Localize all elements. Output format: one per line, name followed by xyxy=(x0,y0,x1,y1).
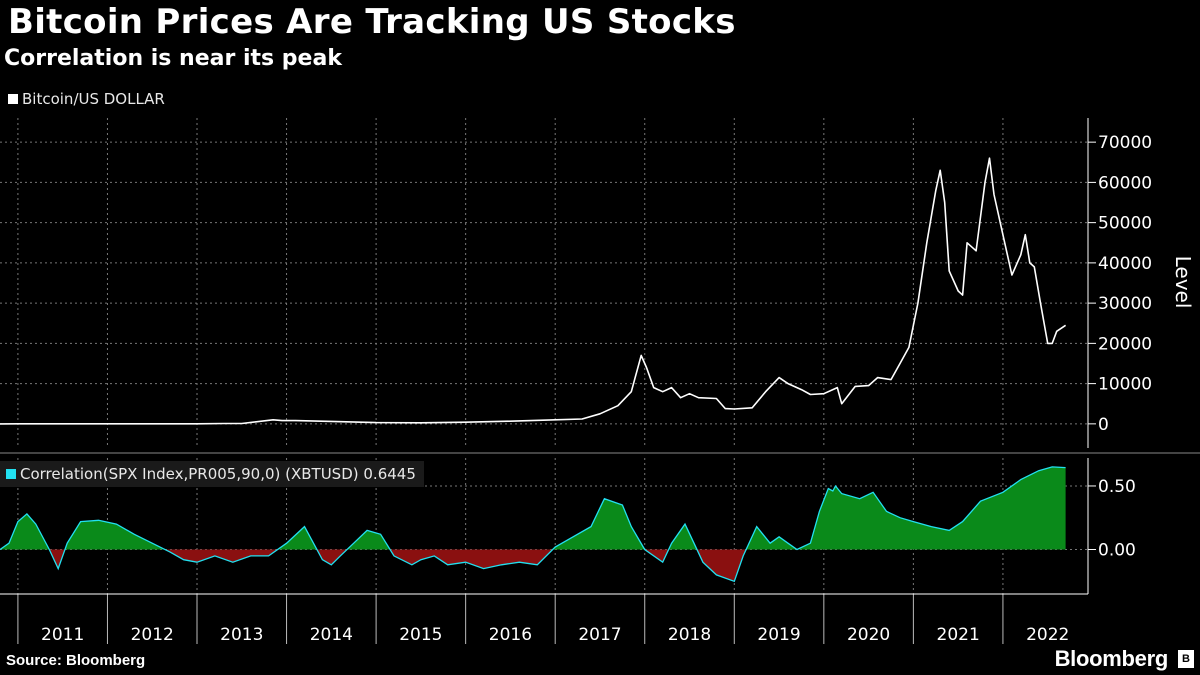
price-ytick-label-20000: 20000 xyxy=(1098,334,1152,354)
x-tick-label-2021: 2021 xyxy=(937,625,980,645)
price-y-axis-label: Level xyxy=(1171,256,1195,309)
price-ytick-label-0: 0 xyxy=(1098,415,1109,435)
corr-ytick-label-1: 0.50 xyxy=(1098,477,1136,497)
x-tick-label-2011: 2011 xyxy=(41,625,84,645)
x-tick-label-2022: 2022 xyxy=(1026,625,1069,645)
corr-positive-area xyxy=(0,466,1066,550)
x-tick-label-2015: 2015 xyxy=(399,625,442,645)
bloomberg-logo-icon: B xyxy=(1178,650,1194,668)
price-ytick-label-50000: 50000 xyxy=(1098,214,1152,234)
corr-series-line xyxy=(0,466,1066,583)
corr-ytick-label-0: 0.00 xyxy=(1098,541,1136,561)
bloomberg-logo: Bloomberg xyxy=(1054,646,1169,671)
x-tick-label-2013: 2013 xyxy=(220,625,263,645)
price-legend-label: Bitcoin/US DOLLAR xyxy=(22,90,165,108)
x-tick-label-2012: 2012 xyxy=(131,625,174,645)
correlation-legend-label: Correlation(SPX Index,PR005,90,0) (XBTUS… xyxy=(20,465,359,483)
price-ytick-label-10000: 10000 xyxy=(1098,375,1152,395)
x-tick-label-2014: 2014 xyxy=(310,625,353,645)
x-tick-label-2016: 2016 xyxy=(489,625,532,645)
correlation-legend: Correlation(SPX Index,PR005,90,0) (XBTUS… xyxy=(0,461,424,487)
x-tick-label-2017: 2017 xyxy=(578,625,621,645)
chart-title: Bitcoin Prices Are Tracking US Stocks xyxy=(8,2,736,42)
price-ytick-label-70000: 70000 xyxy=(1098,133,1152,153)
price-legend: Bitcoin/US DOLLAR xyxy=(8,90,165,108)
source-note: Source: Bloomberg xyxy=(6,652,146,669)
corr-negative-area xyxy=(49,549,747,582)
price-ytick-label-30000: 30000 xyxy=(1098,294,1152,314)
x-tick-label-2018: 2018 xyxy=(668,625,711,645)
price-ytick-label-60000: 60000 xyxy=(1098,173,1152,193)
price-series-line xyxy=(0,157,1067,425)
x-tick-label-2019: 2019 xyxy=(757,625,800,645)
correlation-last-value: 0.6445 xyxy=(363,465,416,483)
chart-subtitle: Correlation is near its peak xyxy=(4,46,342,71)
price-ytick-label-40000: 40000 xyxy=(1098,254,1152,274)
price-legend-swatch xyxy=(8,94,18,104)
x-tick-label-2020: 2020 xyxy=(847,625,890,645)
correlation-legend-swatch xyxy=(6,469,16,479)
